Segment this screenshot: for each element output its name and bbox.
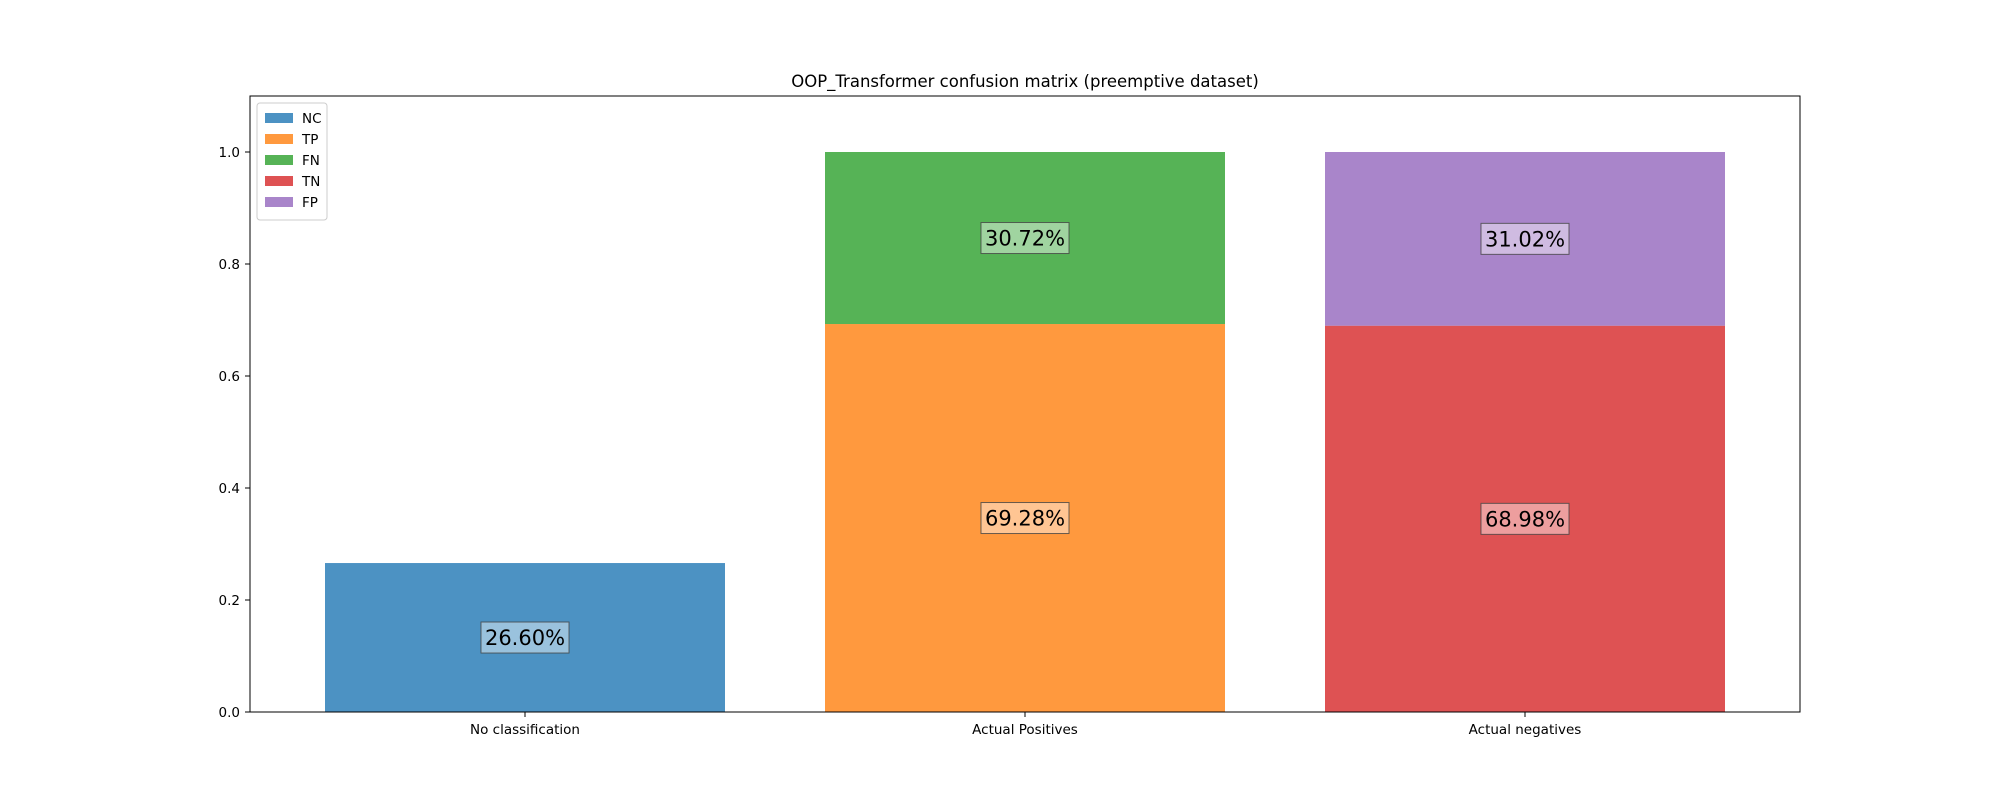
legend-label: FN [302,153,320,169]
legend-entry-tp: TP [265,132,318,148]
x-tick-label: Actual negatives [1469,722,1582,738]
data-label-box [1480,222,1570,255]
legend-entry-nc: NC [265,111,322,127]
legend-swatch [265,176,293,186]
y-tick-label: 0.4 [219,481,240,497]
y-tick-label: 1.0 [219,145,240,161]
legend-label: TN [301,174,320,190]
x-tick-label: Actual Positives [972,722,1078,738]
data-label-box [480,621,570,654]
data-label-text: 31.02% [1485,227,1565,251]
y-tick-label: 0.6 [219,369,240,385]
data-label-fn: 30.72% [980,222,1070,255]
y-axis: 0.0 0.2 0.4 0.6 0.8 1.0 [219,145,250,721]
chart-title: OOP_Transformer confusion matrix (preemp… [791,72,1259,92]
data-label-fp: 31.02% [1480,222,1570,255]
data-label-tp: 69.28% [980,502,1070,535]
y-tick-label: 0.2 [219,593,240,609]
data-label-tn: 68.98% [1480,502,1570,535]
legend-entry-fp: FP [265,195,318,211]
legend: NC TP FN TN FP [256,102,328,221]
data-label-box [1480,502,1570,535]
data-label-text: 26.60% [485,626,565,650]
legend-swatch [265,155,293,165]
legend-swatch [265,134,293,144]
data-labels-layer: 26.60% 69.28% 30.72% 68.98% 31.02% [480,222,1570,654]
data-label-nc: 26.60% [480,621,570,654]
x-axis: No classification Actual Positives Actual … [470,712,1581,738]
y-tick-label: 0.0 [219,705,240,721]
legend-entry-fn: FN [265,153,320,169]
legend-entry-tn: TN [265,174,320,190]
legend-swatch [265,113,293,123]
x-tick-label: No classification [470,722,580,738]
data-label-box [980,222,1070,255]
data-label-text: 68.98% [1485,507,1565,531]
data-label-text: 69.28% [985,507,1065,531]
y-tick-label: 0.8 [219,257,240,273]
legend-label: FP [302,195,318,211]
data-label-text: 30.72% [985,227,1065,251]
data-label-box [980,502,1070,535]
legend-label: TP [301,132,318,148]
legend-label: NC [302,111,322,127]
legend-swatch [265,197,293,207]
